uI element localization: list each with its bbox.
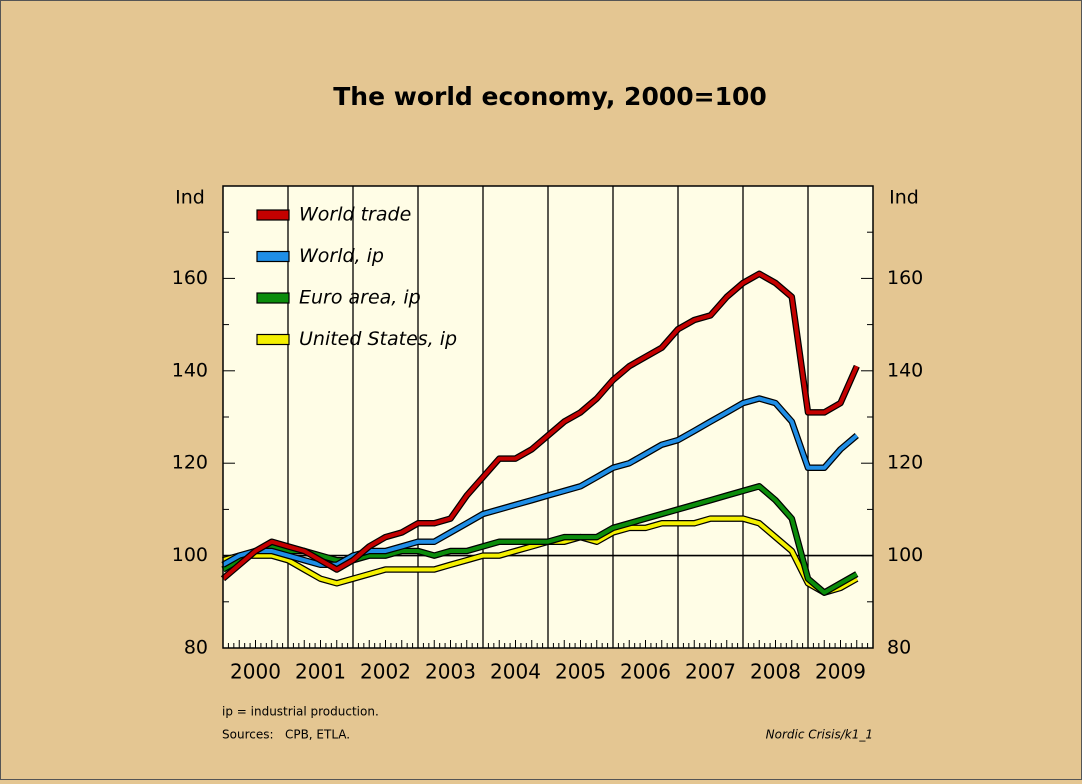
legend-swatch [256,209,290,221]
chart-title: The world economy, 2000=100 [333,82,767,111]
plot-frame [222,185,874,649]
y2-tick-label: 140 [887,359,923,381]
legend-label: Euro area, ip [299,287,421,309]
y2-tick-label: 120 [887,452,923,474]
y-tick-label: 80 [184,637,208,659]
x-tick-label: 2000 [230,660,281,684]
x-tick-label: 2008 [750,660,801,684]
y2-tick-label: 80 [887,637,911,659]
x-tick-label: 2001 [295,660,346,684]
x-tick-label: 2006 [620,660,671,684]
x-tick-label: 2002 [360,660,411,684]
x-tick-label: 2007 [685,660,736,684]
y2-tick-label: 100 [887,544,923,566]
legend-label: United States, ip [299,328,457,350]
x-tick-label: 2003 [425,660,476,684]
y-tick-label: 100 [172,544,208,566]
y-tick-label: 160 [172,267,208,289]
legend-swatch [256,250,290,263]
y-tick-label: 120 [172,452,208,474]
line [221,271,859,581]
credit: Nordic Crisis/k1_1 [766,728,873,742]
legend-label: World trade [299,204,411,226]
legend-swatch [256,292,290,304]
x-tick-label: 2009 [815,660,866,684]
source: Sources: CPB, ETLA. [222,728,350,742]
footnote: ip = industrial production. [222,705,379,719]
legend-label: World, ip [299,245,384,267]
legend-swatch [256,333,290,346]
y-axis-label: Ind [175,187,205,209]
line [222,484,858,595]
y2-tick-label: 160 [887,267,923,289]
y-tick-label: 140 [172,359,208,381]
y2-axis-label: Ind [889,187,919,209]
x-tick-label: 2005 [555,660,606,684]
x-tick-label: 2004 [490,660,541,684]
